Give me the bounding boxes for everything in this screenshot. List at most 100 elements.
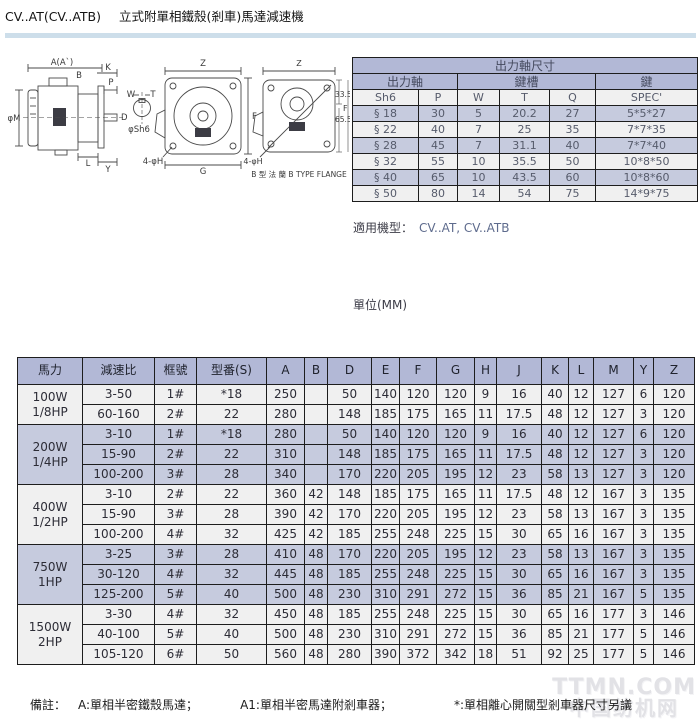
output-shaft-table: 出力軸尺寸 出力軸 鍵槽 鍵 Sh6 P W T Q SPEC' § 18 30 5 20.2 2… — [351, 57, 699, 202]
main-table-cell: 165 — [436, 444, 475, 465]
main-table-cell: 15 — [474, 564, 497, 585]
main-table-cell: 205 — [399, 544, 437, 565]
shaft-table-cell: 10*8*60 — [594, 169, 699, 186]
main-table-cell: 15 — [474, 524, 497, 545]
shaft-table-cell: 75 — [549, 185, 596, 202]
main-table-cell: 18 — [474, 644, 497, 665]
main-table-cell: 48 — [541, 404, 569, 425]
main-table-cell: 167 — [593, 584, 634, 605]
shaft-table-row: § 18 30 5 20.2 27 5*5*27 — [352, 105, 699, 122]
side-view-drawing — [15, 64, 151, 166]
applicable-models-value: CV..AT, CV..ATB — [419, 221, 510, 235]
shaft-table-cell: 10*8*50 — [594, 153, 699, 170]
power-hp: 2HP — [38, 634, 62, 649]
main-table-cell: 3-25 — [82, 544, 155, 565]
power-watts: 100W — [32, 389, 68, 404]
main-table-cell: 13 — [568, 464, 594, 485]
main-table-row: 750W 1HP 3-25 3# 28 410 48 170 220 205 195 12 23 58 13… — [17, 544, 695, 605]
main-table-cell: 100-200 — [82, 464, 155, 485]
main-table-row: 400W 1/2HP 3-10 2# 22 360 42 148 185 175 165 11 17.5… — [17, 484, 695, 545]
main-table-cell: 185 — [327, 564, 372, 585]
dim-label-y: Y — [104, 165, 111, 175]
watermark: TTMN.COM 中国纺机网 — [552, 677, 696, 718]
main-table-cell: 3 — [633, 444, 654, 465]
shaft-table-cell: 80 — [418, 185, 458, 202]
main-table-cell: 148 — [327, 404, 372, 425]
main-table-cell — [304, 404, 328, 425]
main-table-cell: 48 — [541, 444, 569, 465]
power-watts: 200W — [32, 439, 68, 454]
main-table-row: 100-200 4# 32 425 42 185 255 248 225 15 30 65 16 167 3… — [17, 524, 695, 545]
power-hp: 1/8HP — [32, 404, 68, 419]
main-table-cell: 2# — [154, 484, 197, 505]
shaft-table-title: 出力軸尺寸 — [351, 57, 699, 74]
main-table-cell: 185 — [327, 524, 372, 545]
main-table-cell: 23 — [496, 544, 542, 565]
main-table-cell: 48 — [304, 544, 328, 565]
main-column-header: G — [436, 357, 475, 385]
main-table-cell: 140 — [371, 384, 400, 405]
main-table-cell: 4# — [154, 564, 197, 585]
main-table-cell: 12 — [568, 444, 594, 465]
dim-label-g: G — [200, 167, 207, 177]
main-dimensions-table: 馬力 減速比 框號 型番(S) A B D E F G H J K L M Y Z 100W 1/8HP 3-50 1… — [17, 357, 695, 665]
main-table-cell: 127 — [593, 384, 634, 405]
dim-label-33-5: 33.5 — [335, 90, 350, 99]
power-hp: 1HP — [38, 574, 62, 589]
dim-label-z: Z — [200, 59, 206, 69]
main-table-cell: *18 — [196, 384, 267, 405]
main-table-cell: 127 — [593, 404, 634, 425]
shaft-table-cell: 7*7*40 — [594, 137, 699, 154]
power-cell: 1500W 2HP — [17, 604, 83, 665]
main-table-cell: 48 — [304, 624, 328, 645]
main-table-cell: 6# — [154, 644, 197, 665]
main-table-cell: 410 — [266, 544, 305, 565]
shaft-table-cell: 5 — [457, 105, 500, 122]
b-flange-caption: B 型 法 蘭 B TYPE FLANGE — [251, 169, 347, 179]
main-table-cell: 5# — [154, 624, 197, 645]
main-table-cell: 167 — [593, 544, 634, 565]
main-table-cell: 50 — [327, 384, 372, 405]
main-column-header: Z — [653, 357, 695, 385]
main-table-cell: 32 — [196, 564, 267, 585]
main-table-cell: 12 — [568, 424, 594, 445]
dim-label-t: T — [149, 90, 156, 100]
shaft-table-cell: 35 — [549, 121, 596, 138]
main-table-cell: 65 — [541, 524, 569, 545]
holes-label: 4-φH — [143, 157, 163, 167]
main-table-cell: 225 — [436, 604, 475, 625]
main-table-cell: 32 — [196, 604, 267, 625]
main-table-cell: 9 — [474, 424, 497, 445]
main-table-cell: 48 — [304, 604, 328, 625]
main-column-header: Y — [633, 357, 654, 385]
shaft-column-header: SPEC' — [594, 89, 699, 106]
main-table-cell: 205 — [399, 504, 437, 525]
main-table-row: 60-160 2# 22 280 148 185 175 165 11 17.5 48 12 127 3 1… — [17, 404, 695, 425]
main-table-cell: 40 — [196, 624, 267, 645]
shaft-table-cell: § 50 — [352, 185, 419, 202]
main-table-cell: 3# — [154, 464, 197, 485]
main-table-cell: 5 — [633, 644, 654, 665]
model-code: CV..AT(CV..ATB) — [5, 9, 101, 24]
main-table-cell: 51 — [496, 644, 542, 665]
main-table-cell: 175 — [399, 404, 437, 425]
dim-label-z: Z — [296, 59, 302, 68]
shaft-table-cell: 30 — [418, 105, 458, 122]
main-table-cell: 291 — [399, 584, 437, 605]
shaft-table-cell: 31.1 — [499, 137, 550, 154]
main-table-cell: 360 — [266, 484, 305, 505]
main-table-cell: 135 — [653, 564, 695, 585]
main-table-cell: 177 — [593, 604, 634, 625]
main-table-cell — [304, 384, 328, 405]
main-table-cell: 3 — [633, 524, 654, 545]
brand-plate — [289, 122, 305, 131]
shaft-table-cell: 10 — [457, 153, 500, 170]
shaft-table-row: § 28 45 7 31.1 40 7*7*40 — [352, 137, 699, 154]
shaft-table-cell: 35.5 — [499, 153, 550, 170]
shaft-table-cell: 60 — [549, 169, 596, 186]
main-table-cell: 42 — [304, 504, 328, 525]
shaft-table-row: § 40 65 10 43.5 60 10*8*60 — [352, 169, 699, 186]
main-table-cell: 220 — [371, 464, 400, 485]
power-cell: 400W 1/2HP — [17, 484, 83, 545]
main-table-cell: 12 — [474, 464, 497, 485]
